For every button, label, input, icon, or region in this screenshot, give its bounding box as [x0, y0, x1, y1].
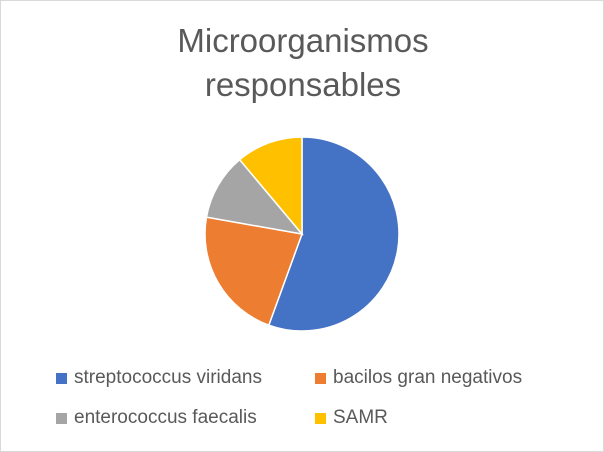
legend-item: bacilos gran negativos	[315, 367, 522, 389]
legend-item: SAMR	[315, 407, 388, 429]
legend-item: enterococcus faecalis	[56, 407, 257, 429]
legend-label: SAMR	[333, 407, 388, 428]
legend-label: bacilos gran negativos	[333, 367, 523, 388]
legend-label: streptococcus viridans	[74, 367, 262, 388]
legend-swatch	[56, 372, 67, 384]
pie-slice	[238, 136, 303, 237]
legend-label: enterococcus faecalis	[74, 407, 257, 428]
chart-title: Microorganismos responsables	[177, 22, 429, 103]
pie-slice	[205, 158, 304, 236]
legend-item: streptococcus viridans	[56, 367, 262, 389]
pie-slice	[204, 216, 304, 327]
legend-swatch	[56, 412, 67, 424]
legend-swatch	[315, 412, 326, 424]
legend-swatch	[315, 372, 326, 384]
pie-slice	[267, 136, 400, 332]
